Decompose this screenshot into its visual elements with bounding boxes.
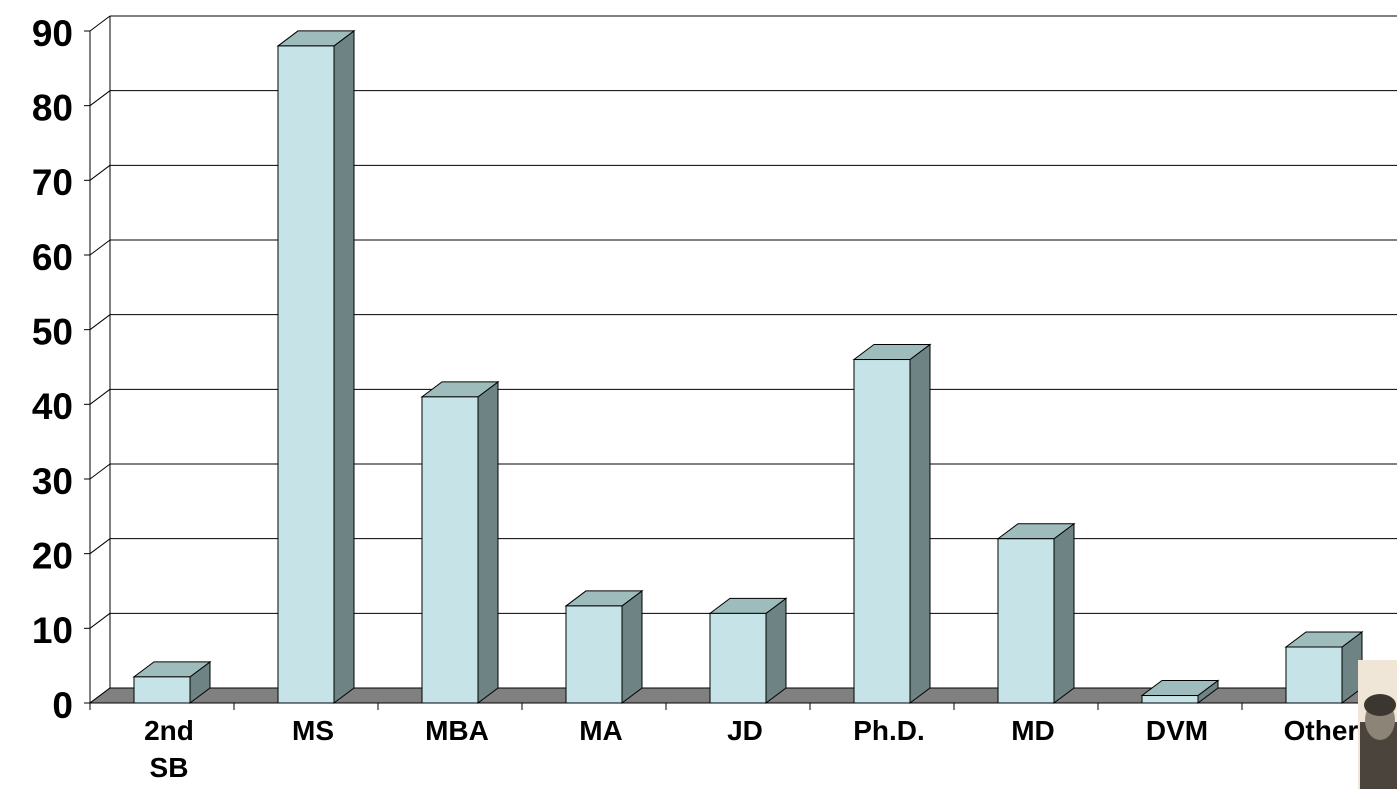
bar-side (909, 343, 931, 704)
x-tick-label: MD (1011, 715, 1055, 746)
bar (420, 380, 500, 704)
bar-front (133, 676, 191, 704)
y-tick-label: 80 (32, 87, 73, 128)
side-wall-tick (89, 164, 111, 181)
bar-front (1141, 695, 1199, 704)
bar (1284, 631, 1364, 704)
bar (132, 660, 212, 704)
bar (276, 29, 356, 704)
bar-front (997, 538, 1055, 704)
bar-front (709, 612, 767, 704)
bar (708, 597, 788, 704)
x-tick-label: JD (727, 715, 763, 746)
x-tick-label: MA (579, 715, 623, 746)
y-tick-label: 70 (32, 162, 73, 203)
bar-side (477, 380, 499, 704)
x-tick-label: MS (292, 715, 334, 746)
bar (996, 522, 1076, 704)
y-tick-label: 10 (32, 610, 73, 651)
bar (1140, 679, 1220, 704)
x-tick-labels: 2nd SB MS MBA MA JD Ph.D. MD DVM Other (144, 715, 1358, 783)
bar-side (765, 597, 787, 704)
bar (564, 589, 644, 704)
bar-front (277, 45, 335, 704)
side-wall-tick (89, 314, 111, 331)
bar-front (421, 396, 479, 704)
side-wall-tick (89, 538, 111, 555)
bar-side (1053, 522, 1075, 704)
y-tick-label: 90 (32, 13, 73, 54)
side-wall-tick (89, 90, 111, 107)
x-tick-label: 2nd SB (144, 715, 194, 783)
y-tick-label: 50 (32, 311, 73, 352)
side-wall-tick (89, 388, 111, 405)
bar-front (565, 605, 623, 704)
bar-front (853, 359, 911, 704)
photo-figure-hair (1364, 694, 1396, 716)
side-wall-tick (89, 463, 111, 480)
y-tick-label: 0 (52, 685, 73, 726)
portrait-photo (1358, 660, 1397, 789)
bar-front (1285, 646, 1343, 704)
side-wall-tick (89, 15, 111, 32)
x-tick-label: DVM (1146, 715, 1208, 746)
x-tick-label: Other (1284, 715, 1359, 746)
y-tick-labels: 0 10 20 30 40 50 60 70 80 90 (32, 13, 73, 726)
bars (132, 29, 1364, 704)
y-tick-label: 20 (32, 535, 73, 576)
x-tick-label: Ph.D. (853, 715, 925, 746)
bar-side (333, 29, 355, 704)
y-tick-label: 60 (32, 237, 73, 278)
y-tick-label: 30 (32, 461, 73, 502)
y-tick-label: 40 (32, 386, 73, 427)
side-wall-tick (89, 612, 111, 629)
bar (852, 343, 932, 704)
side-wall-tick (89, 239, 111, 256)
x-tick-label: MBA (425, 715, 489, 746)
bar-side (621, 589, 643, 704)
